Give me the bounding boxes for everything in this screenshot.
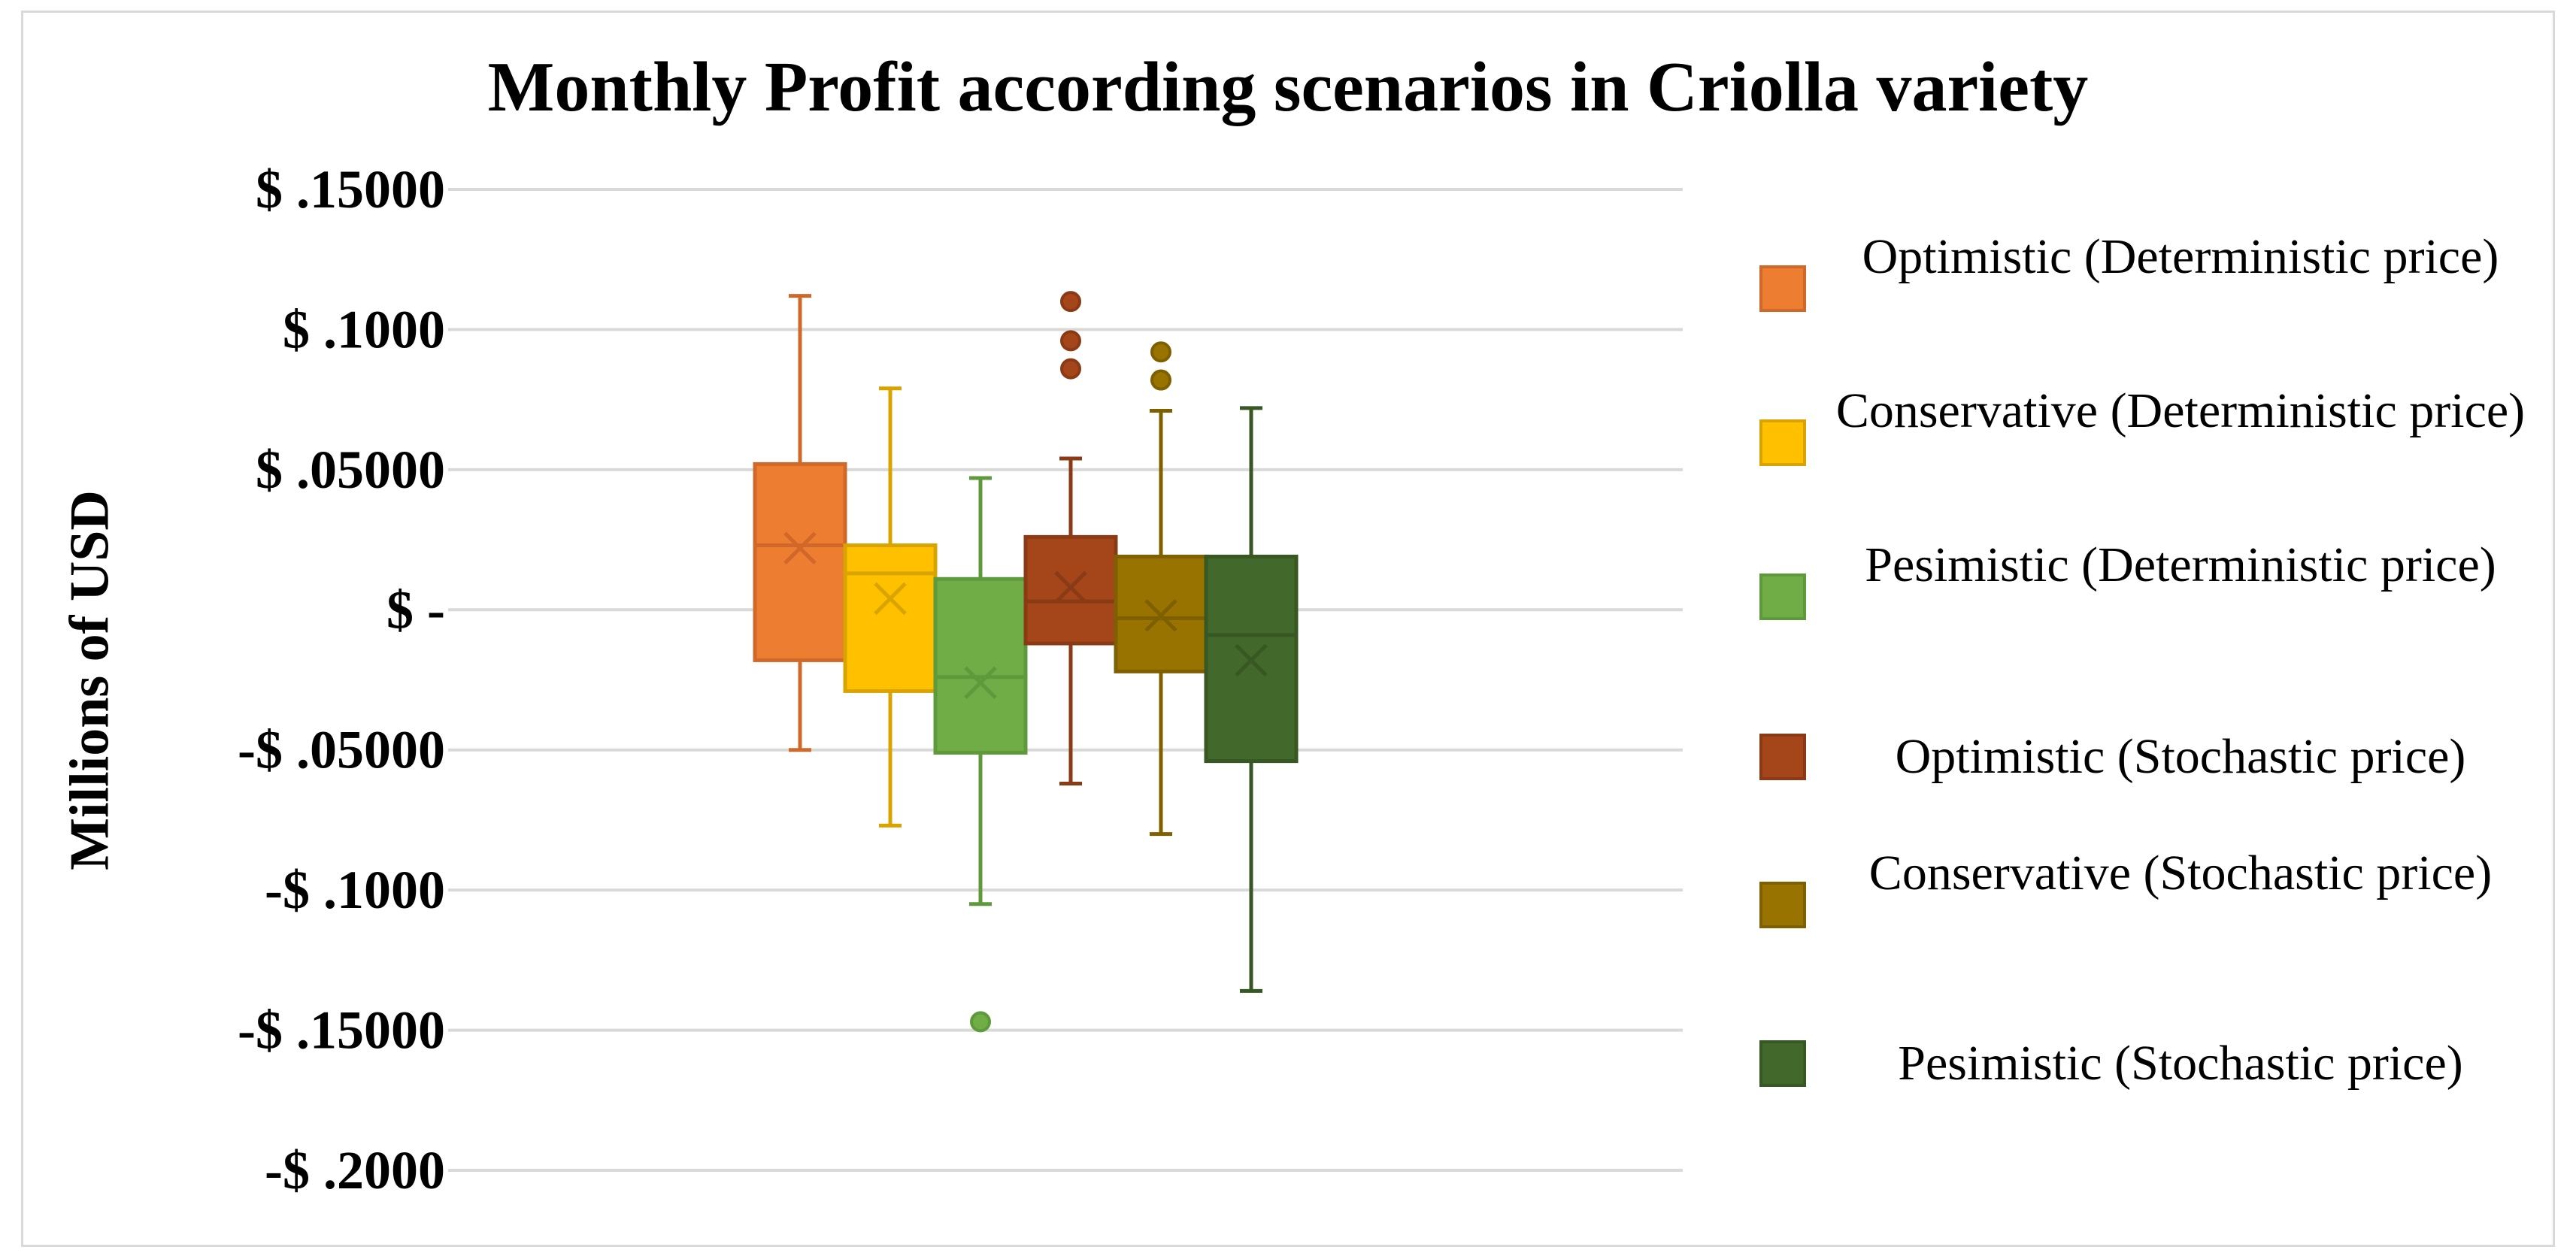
y-tick-label: $ .15000: [256, 159, 445, 219]
mean-marker: [1144, 598, 1177, 632]
outlier-point: [1060, 330, 1081, 352]
y-tick-label: -$ .1000: [265, 860, 445, 920]
legend-label: Optimistic (Stochastic price): [1895, 729, 2466, 784]
legend-swatch: [1759, 1040, 1806, 1087]
box-iqr: [843, 543, 938, 693]
y-tick-labels: $ .15000 $ .1000 $ .05000 $ - -$ .05000 -$ .1…: [238, 159, 445, 1200]
legend-swatch: [1759, 419, 1806, 466]
boxes: [753, 291, 1299, 1033]
legend-swatch: [1759, 734, 1806, 780]
box-series: [1114, 341, 1208, 837]
legend-swatch: [1759, 574, 1806, 620]
y-tick-label: -$ .15000: [238, 1000, 445, 1061]
box-iqr: [753, 462, 847, 662]
gridlines: [448, 188, 1683, 1172]
legend-item-pesimistic-deterministic: Pesimistic (Deterministic price): [1759, 534, 2541, 660]
legend-label: Optimistic (Deterministic price): [1862, 229, 2499, 284]
y-tick-label: $ .05000: [256, 440, 445, 500]
box-iqr: [1023, 534, 1118, 646]
y-tick-label: $ -: [386, 580, 445, 640]
legend-item-optimistic-deterministic: Optimistic (Deterministic price): [1759, 225, 2541, 352]
mean-marker: [874, 582, 907, 616]
box-series: [1023, 291, 1118, 785]
legend-label: Pesimistic (Stochastic price): [1898, 1036, 2463, 1091]
mean-marker: [1235, 643, 1268, 677]
box-series: [933, 476, 1028, 1033]
y-tick-label: -$ .2000: [265, 1140, 445, 1200]
outlier-point: [1060, 291, 1081, 313]
outlier-point: [1150, 341, 1171, 363]
box-series: [843, 386, 938, 828]
y-tick-label: -$ .05000: [238, 720, 445, 780]
legend-item-optimistic-stochastic: Optimistic (Stochastic price): [1759, 725, 2541, 788]
legend-swatch: [1759, 882, 1806, 928]
box-series: [753, 294, 847, 752]
outlier-point: [970, 1011, 991, 1033]
legend-item-pesimistic-stochastic: Pesimistic (Stochastic price): [1759, 1032, 2541, 1095]
box-iqr: [933, 577, 1028, 755]
legend-label: Conservative (Stochastic price): [1868, 846, 2493, 900]
legend-label: Conservative (Deterministic price): [1835, 383, 2526, 438]
legend-swatch: [1759, 265, 1806, 312]
outlier-point: [1060, 358, 1081, 380]
box-series: [1204, 406, 1299, 993]
mean-marker: [1054, 570, 1087, 604]
legend-item-conservative-stochastic: Conservative (Stochastic price): [1759, 842, 2541, 968]
mean-marker: [783, 531, 817, 565]
legend-label: Pesimistic (Deterministic price): [1865, 537, 2496, 592]
chart-title: Monthly Profit according scenarios in Cr…: [487, 48, 2089, 126]
legend-item-conservative-deterministic: Conservative (Deterministic price): [1759, 380, 2541, 506]
outlier-point: [1150, 369, 1171, 391]
mean-marker: [964, 666, 997, 699]
y-tick-label: $ .1000: [283, 299, 445, 359]
